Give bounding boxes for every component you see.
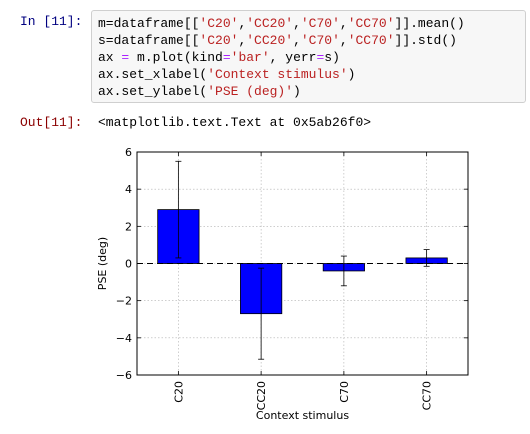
code-token: ax.set_xlabel( — [98, 67, 208, 82]
code-token: = — [121, 50, 130, 65]
code-token: ]].mean() — [394, 16, 465, 31]
code-token: ]].std() — [394, 33, 457, 48]
code-token: , — [293, 33, 301, 48]
x-tick-label: CC20 — [255, 381, 268, 410]
code-token: s) — [324, 50, 340, 65]
code-token: 'Context stimulus' — [207, 67, 348, 82]
y-tick-label: 2 — [125, 220, 132, 233]
code-token: 'bar' — [230, 50, 270, 65]
code-line: m=dataframe[['C20','CC20','C70','CC70']]… — [98, 15, 519, 32]
y-tick-label: 4 — [125, 183, 132, 196]
code-token: 'C20' — [199, 33, 239, 48]
code-token: , — [339, 33, 348, 48]
x-tick-label: CC70 — [421, 381, 434, 410]
y-tick-label: 6 — [125, 146, 132, 159]
code-token: 'PSE (deg)' — [207, 84, 294, 99]
y-tick-label: −2 — [116, 295, 132, 308]
code-line: ax = m.plot(kind='bar', yerr=s) — [98, 49, 519, 66]
code-token: ) — [347, 67, 356, 82]
code-token: , — [339, 16, 348, 31]
code-token: , — [293, 16, 301, 31]
code-token: 'CC70' — [347, 16, 395, 31]
code-token: s=dataframe[[ — [98, 33, 200, 48]
code-token: , — [238, 16, 247, 31]
code-token: 'C70' — [300, 16, 340, 31]
code-cell-editor[interactable]: m=dataframe[['C20','CC20','C70','CC70']]… — [91, 10, 526, 103]
code-line: ax.set_ylabel('PSE (deg)') — [98, 83, 519, 100]
code-token: , — [238, 33, 247, 48]
code-token: 'C70' — [300, 33, 340, 48]
code-token: ax.set_ylabel( — [98, 84, 208, 99]
code-token: = — [222, 50, 231, 65]
code-line: ax.set_xlabel('Context stimulus') — [98, 66, 519, 83]
code-token: m=dataframe[[ — [98, 16, 200, 31]
input-prompt: In [11]: — [20, 14, 83, 29]
code-token: 'CC70' — [347, 33, 395, 48]
y-axis-label: PSE (deg) — [96, 237, 109, 290]
y-tick-label: 0 — [125, 258, 132, 271]
code-token: 'CC20' — [246, 16, 294, 31]
code-token: 'CC20' — [246, 33, 294, 48]
x-tick-label: C20 — [172, 381, 185, 403]
x-tick-label: C70 — [338, 381, 351, 403]
code-token: = — [316, 50, 325, 65]
y-tick-label: −6 — [116, 369, 132, 382]
bar-chart: −6 −4 −2 0 2 4 6 C20 CC20 C70 CC70 Context stimulus… — [96, 146, 469, 422]
code-line: s=dataframe[['C20','CC20','C70','CC70']]… — [98, 32, 519, 49]
code-token: ) — [293, 84, 301, 99]
code-token: 'C20' — [199, 16, 239, 31]
code-token: ax — [98, 50, 122, 65]
code-token: , yerr — [269, 50, 317, 65]
code-token: m.plot(kind — [129, 50, 223, 65]
output-text: <matplotlib.text.Text at 0x5ab26f0> — [98, 115, 372, 130]
x-axis-label: Context stimulus — [256, 409, 349, 422]
output-prompt: Out[11]: — [20, 115, 83, 130]
y-tick-label: −4 — [116, 332, 132, 345]
